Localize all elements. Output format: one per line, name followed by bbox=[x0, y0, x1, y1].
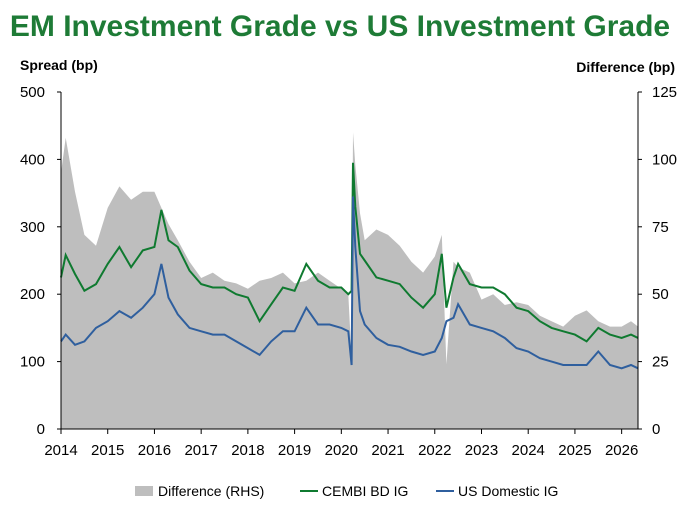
axes bbox=[60, 92, 639, 430]
x-tick-label: 2026 bbox=[605, 442, 638, 459]
left-tick-label: 300 bbox=[20, 219, 45, 236]
right-tick-label: 75 bbox=[652, 219, 669, 236]
left-tick-label: 100 bbox=[20, 354, 45, 371]
x-tick-label: 2022 bbox=[418, 442, 451, 459]
right-ticks: 0 25 50 75 100 125 bbox=[638, 84, 677, 438]
right-tick-label: 0 bbox=[652, 421, 660, 438]
legend-swatch-difference bbox=[135, 486, 153, 496]
chart-title: EM Investment Grade vs US Investment Gra… bbox=[10, 10, 670, 43]
left-axis-title: Spread (bp) bbox=[20, 57, 98, 73]
left-tick-label: 0 bbox=[37, 421, 45, 438]
x-tick-label: 2016 bbox=[138, 442, 171, 459]
legend: Difference (RHS) CEMBI BD IG US Domestic… bbox=[135, 483, 558, 499]
x-ticks: 2014 2015 2016 2017 2018 2019 2020 2021 2022 2023… bbox=[44, 429, 638, 459]
x-tick-label: 2015 bbox=[91, 442, 124, 459]
legend-label-us: US Domestic IG bbox=[458, 483, 558, 499]
us-domestic-ig-line bbox=[60, 196, 639, 370]
legend-label-cembi: CEMBI BD IG bbox=[322, 483, 408, 499]
right-tick-label: 25 bbox=[652, 354, 669, 371]
left-tick-label: 200 bbox=[20, 286, 45, 303]
x-tick-label: 2020 bbox=[325, 442, 358, 459]
right-tick-label: 125 bbox=[652, 84, 677, 101]
left-ticks: 0 100 200 300 400 500 bbox=[20, 84, 61, 438]
x-tick-label: 2019 bbox=[278, 442, 311, 459]
legend-label-difference: Difference (RHS) bbox=[158, 483, 264, 499]
x-tick-label: 2021 bbox=[371, 442, 404, 459]
right-tick-label: 100 bbox=[652, 151, 677, 168]
cembi-bd-ig-line bbox=[60, 162, 639, 343]
plot-area bbox=[60, 132, 639, 429]
x-tick-label: 2018 bbox=[231, 442, 264, 459]
left-tick-label: 400 bbox=[20, 151, 45, 168]
x-tick-label: 2025 bbox=[558, 442, 591, 459]
x-tick-label: 2014 bbox=[44, 442, 77, 459]
right-tick-label: 50 bbox=[652, 286, 669, 303]
right-axis-title: Difference (bp) bbox=[576, 59, 675, 75]
left-tick-label: 500 bbox=[20, 84, 45, 101]
difference-area bbox=[61, 132, 638, 429]
x-tick-label: 2023 bbox=[465, 442, 498, 459]
x-tick-label: 2024 bbox=[512, 442, 545, 459]
x-tick-label: 2017 bbox=[184, 442, 217, 459]
